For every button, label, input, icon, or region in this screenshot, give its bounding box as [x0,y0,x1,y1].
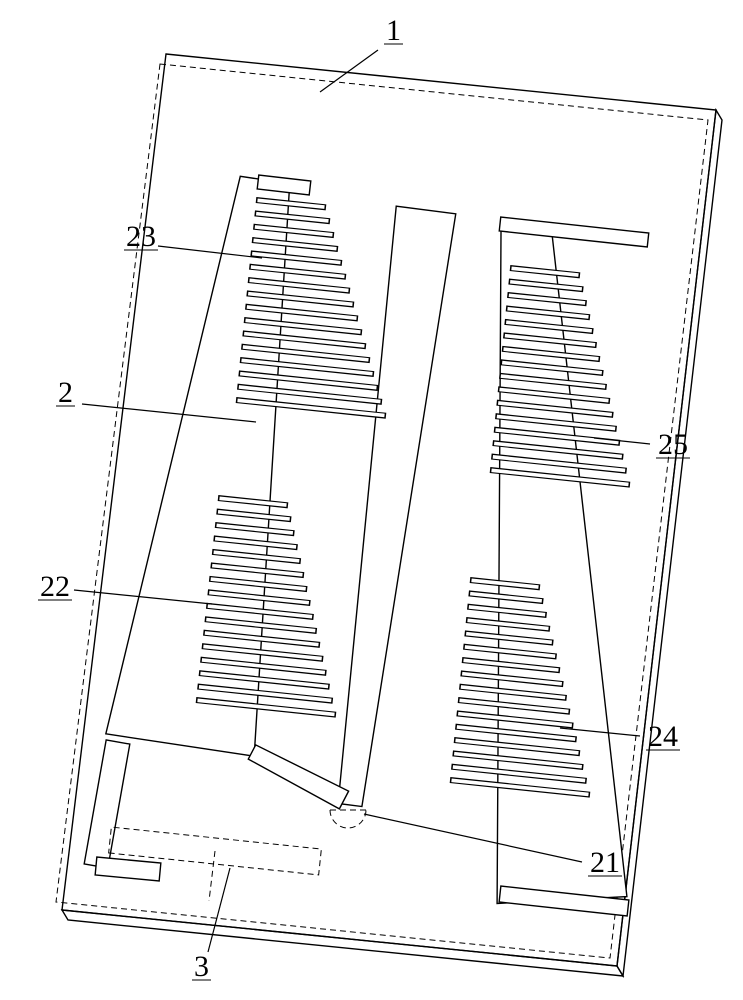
feed-semicircle [330,810,366,828]
diagram-canvas: 1232122232425 [0,0,743,1000]
l21-label: 21 [590,846,620,879]
l3-leader [208,868,230,952]
l22-label: 22 [40,570,70,603]
l24-label: 24 [648,720,678,753]
substrate-bottom-edge [62,910,623,976]
l23-label: 23 [126,220,156,253]
l1-label: 1 [386,14,401,47]
l2-label: 2 [58,376,73,409]
l25-label: 25 [658,428,688,461]
l3-label: 3 [194,950,209,983]
